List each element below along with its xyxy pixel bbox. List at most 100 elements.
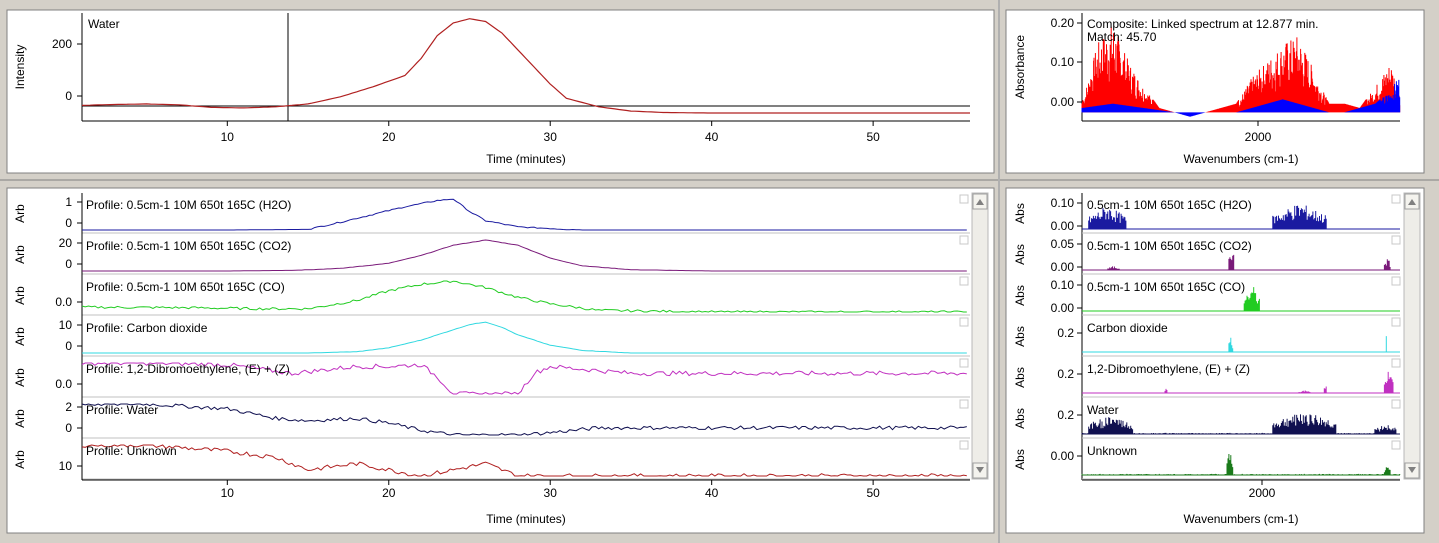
spectrum-label: 0.5cm-1 10M 650t 165C (CO): [1087, 280, 1245, 294]
row-select-box[interactable]: [959, 276, 969, 286]
row-select-box[interactable]: [1391, 358, 1401, 368]
spectrum-row[interactable]: Abs 0.05 0.00 0.5cm-1 10M 650t 165C (CO2): [1013, 234, 1401, 275]
profile-row[interactable]: Arb 1 0 Profile: 0.5cm-1 10M 650t 165C (H2O…: [13, 193, 970, 234]
row-select-box[interactable]: [959, 317, 969, 327]
row-ytick: 0.2: [1057, 408, 1074, 422]
row-ytick: 0: [65, 421, 72, 435]
row-ytick: 0.00: [1051, 449, 1075, 463]
spectrum-row[interactable]: Abs 0.10 0.00 0.5cm-1 10M 650t 165C (H2O): [1013, 193, 1401, 234]
scroll-up-arrow-icon: [1408, 199, 1416, 205]
row-ytick: 0.00: [1051, 219, 1075, 233]
profiles-xtick: 40: [705, 486, 719, 500]
profile-row[interactable]: Arb 0.0 Profile: 1,2-Dibromoethylene, (E) …: [13, 357, 970, 398]
row-select-box[interactable]: [959, 358, 969, 368]
spectrum-series-bars: [1243, 287, 1260, 311]
row-axis-label: Arb: [13, 286, 27, 305]
row-ytick: 10: [59, 459, 73, 473]
row-select-box[interactable]: [1391, 194, 1401, 204]
row-axis-label: Arb: [13, 409, 27, 428]
scroll-down-arrow-icon: [976, 467, 984, 473]
scroll-down-arrow-icon: [1408, 467, 1416, 473]
chromatogram-xtick: 30: [544, 130, 558, 144]
row-select-box[interactable]: [1391, 317, 1401, 327]
row-ytick: 0: [65, 257, 72, 271]
match-score: Match: 45.70: [1087, 30, 1157, 44]
chromatogram-xlabel: Time (minutes): [486, 152, 566, 166]
profile-series-line: [81, 444, 967, 477]
row-ytick: 0.00: [1051, 301, 1075, 315]
spectrum-xlabel: Wavenumbers (cm-1): [1184, 152, 1299, 166]
row-select-box[interactable]: [1391, 440, 1401, 450]
profiles-scrollbar[interactable]: [971, 192, 989, 480]
spectra-scrollbar[interactable]: [1403, 192, 1421, 480]
spectrum-label: Water: [1087, 403, 1119, 417]
profile-series-line: [82, 321, 967, 354]
spectrum-label: Unknown: [1087, 444, 1137, 458]
profile-label: Profile: Carbon dioxide: [86, 321, 208, 335]
spectrum-ytick: 0.10: [1051, 55, 1075, 69]
profile-row[interactable]: Arb 2 0 Profile: Water: [13, 398, 970, 439]
profile-label: Profile: 0.5cm-1 10M 650t 165C (CO): [86, 280, 285, 294]
row-ytick: 0.10: [1051, 196, 1075, 210]
profile-row[interactable]: Arb 0.0 Profile: 0.5cm-1 10M 650t 165C (CO…: [13, 275, 970, 316]
profile-row[interactable]: Arb 10 Profile: Unknown: [13, 439, 970, 480]
profile-series-line: [81, 362, 967, 395]
row-axis-label: Arb: [13, 450, 27, 469]
row-ytick: 0: [65, 339, 72, 353]
profiles-xtick: 20: [382, 486, 396, 500]
row-axis-label: Abs: [1013, 408, 1027, 429]
row-axis-label: Abs: [1013, 203, 1027, 224]
row-select-box[interactable]: [1391, 276, 1401, 286]
spectrum-row[interactable]: Abs 0.2 1,2-Dibromoethylene, (E) + (Z): [1013, 357, 1401, 398]
profile-label: Profile: 0.5cm-1 10M 650t 165C (CO2): [86, 239, 291, 253]
spectrum-row[interactable]: Abs 0.2 Water: [1013, 398, 1401, 439]
row-ytick: 0.05: [1051, 237, 1075, 251]
row-ytick: 1: [65, 195, 72, 209]
row-axis-label: Abs: [1013, 285, 1027, 306]
row-ytick: 0.2: [1057, 326, 1074, 340]
row-select-box[interactable]: [959, 235, 969, 245]
row-axis-label: Arb: [13, 204, 27, 223]
profile-row[interactable]: Arb 20 0 Profile: 0.5cm-1 10M 650t 165C (CO…: [13, 234, 970, 275]
spectrum-label: 1,2-Dibromoethylene, (E) + (Z): [1087, 362, 1250, 376]
chromatogram-label: Water: [88, 17, 120, 31]
spectrum-series-bars: [1081, 414, 1399, 434]
top-chromatogram-panel: Water Intensity 200 0 10 20 30 40 50 Time (m…: [6, 9, 995, 174]
row-select-box[interactable]: [1391, 235, 1401, 245]
row-select-box[interactable]: [959, 440, 969, 450]
row-axis-label: Abs: [1013, 367, 1027, 388]
row-ytick: 0.0: [55, 377, 72, 391]
spectrum-ylabel: Absorbance: [1013, 35, 1027, 99]
profile-row[interactable]: Arb 10 0 Profile: Carbon dioxide: [13, 316, 970, 357]
chromatogram-ylabel: Intensity: [13, 45, 27, 90]
chromatogram-ytick: 200: [52, 37, 72, 51]
row-ytick: 20: [59, 236, 73, 250]
profile-series-line: [81, 403, 967, 436]
row-select-box[interactable]: [959, 399, 969, 409]
chromatogram-ytick: 0: [65, 89, 72, 103]
chromatogram-xtick: 50: [866, 130, 880, 144]
row-axis-label: Arb: [13, 245, 27, 264]
spectrum-label: Carbon dioxide: [1087, 321, 1168, 335]
row-select-box[interactable]: [959, 194, 969, 204]
spectrum-series-bars: [1088, 205, 1327, 229]
row-axis-label: Abs: [1013, 244, 1027, 265]
profile-series-line: [82, 239, 967, 272]
chromatogram-plot-area[interactable]: [82, 13, 970, 121]
row-select-box[interactable]: [1391, 399, 1401, 409]
row-ytick: 0.00: [1051, 260, 1075, 274]
spectrum-ytick: 0.00: [1051, 95, 1075, 109]
spectra-xtick: 2000: [1249, 486, 1276, 500]
row-axis-label: Abs: [1013, 326, 1027, 347]
spectrum-row[interactable]: Abs 0.10 0.00 0.5cm-1 10M 650t 165C (CO): [1013, 275, 1401, 316]
row-ytick: 0: [65, 216, 72, 230]
profile-label: Profile: 1,2-Dibromoethylene, (E) + (Z): [86, 362, 290, 376]
profile-label: Profile: Water: [86, 403, 158, 417]
spectrum-xtick: 2000: [1245, 130, 1272, 144]
row-ytick: 0.0: [55, 295, 72, 309]
top-spectrum-panel: Composite: Linked spectrum at 12.877 min…: [1005, 9, 1425, 174]
spectrum-row[interactable]: Abs 0.00 Unknown: [1013, 439, 1401, 480]
spectrum-row[interactable]: Abs 0.2 Carbon dioxide: [1013, 316, 1401, 357]
